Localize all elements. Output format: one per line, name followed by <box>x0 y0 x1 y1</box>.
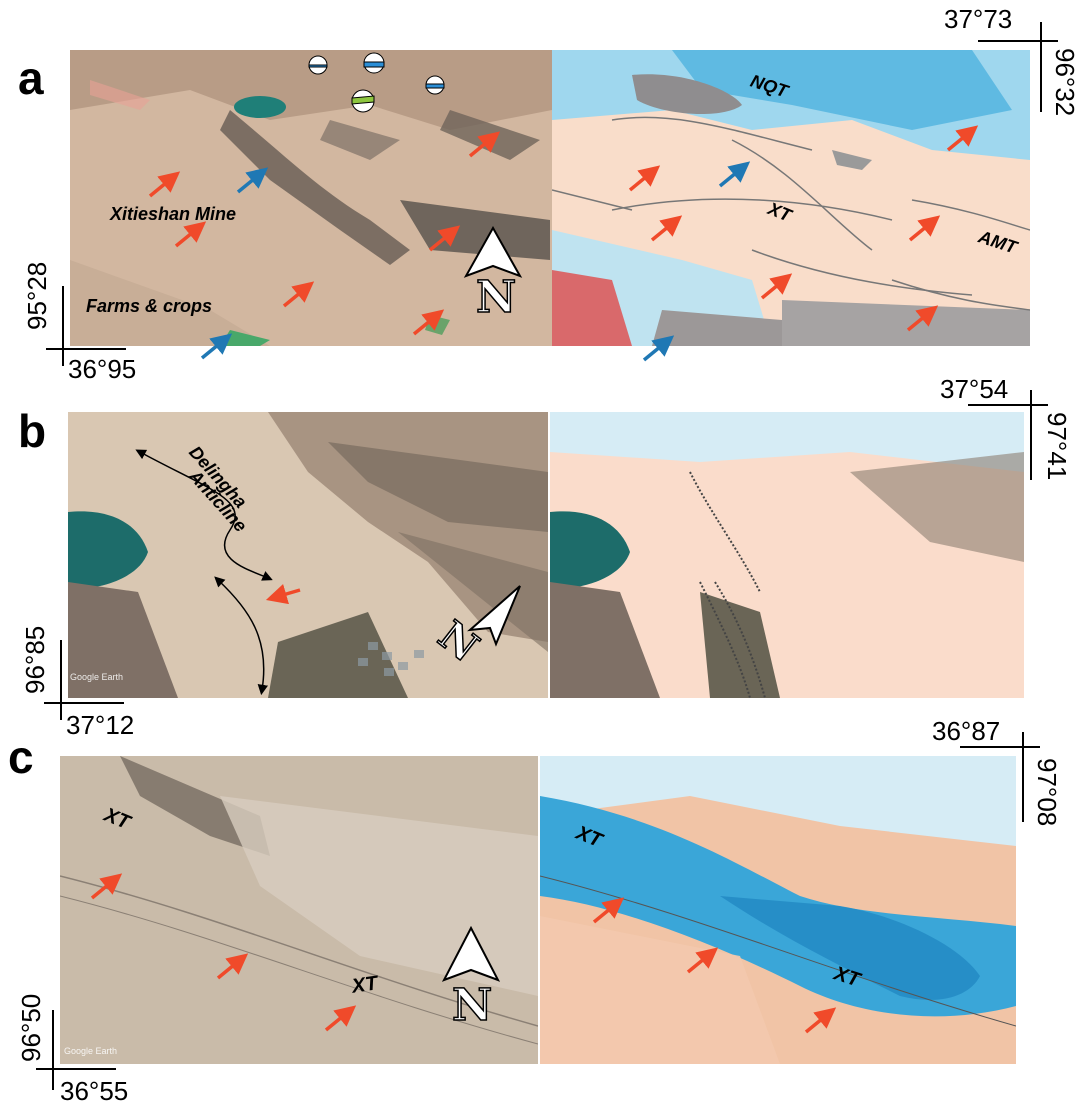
north-label-a: N <box>475 271 517 324</box>
google-earth-credit-b: Google Earth <box>70 672 124 682</box>
satellite-image-a <box>70 50 552 346</box>
coord-a-left-line <box>62 286 64 366</box>
coord-c-bottom-line <box>36 1068 116 1070</box>
focal-mechanisms <box>308 52 445 113</box>
coord-b-left-line <box>60 640 62 720</box>
coord-c-top-line <box>960 746 1040 748</box>
deformation-image-c <box>540 756 1016 1064</box>
arrows-panel-b <box>135 449 301 696</box>
north-arrow-b-icon <box>467 585 521 647</box>
satellite-image-c <box>60 756 538 1064</box>
deformation-image-a <box>552 50 1030 346</box>
label-farms-crops: Farms & crops <box>86 296 213 316</box>
coord-a-bottom-line <box>46 348 126 350</box>
panel-letter-a: a <box>18 52 44 104</box>
coord-b-bottom-line <box>44 702 124 704</box>
north-arrow-a-icon <box>463 226 523 278</box>
coord-a-right-line <box>1040 22 1042 112</box>
deformation-image-b <box>550 412 1024 698</box>
coord-b-top-line <box>968 404 1048 406</box>
coord-c-left-line <box>52 1010 54 1090</box>
coord-a-top-line <box>978 40 1058 42</box>
coord-b-bottom: 37°12 <box>66 710 135 740</box>
north-label-c: N <box>451 979 493 1032</box>
coord-b-top: 37°54 <box>940 374 1009 404</box>
panel-letter-b: b <box>18 405 47 457</box>
arrows-panel-c <box>90 873 837 1034</box>
coord-b-right-line <box>1030 390 1032 480</box>
coord-c-right-line <box>1022 732 1024 822</box>
google-earth-credit-c: Google Earth <box>64 1046 118 1056</box>
coord-a-top: 37°73 <box>944 4 1013 34</box>
coord-c-bottom: 36°55 <box>60 1076 129 1106</box>
north-arrow-c-icon <box>441 926 501 982</box>
label-xitieshan-mine: Xitieshan Mine <box>110 204 237 224</box>
arrows-panel-a <box>148 125 979 362</box>
coord-c-top: 36°87 <box>932 716 1001 746</box>
coord-a-bottom: 36°95 <box>68 354 137 384</box>
panel-letter-c: c <box>8 731 34 783</box>
